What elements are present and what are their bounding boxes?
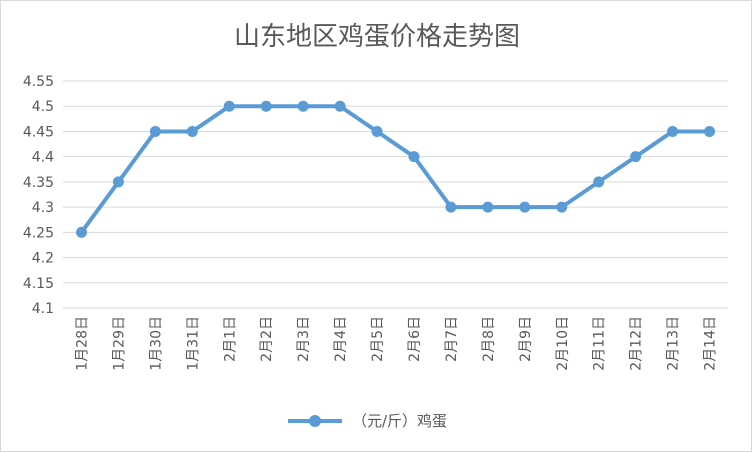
x-axis-tick-labels: 1月28日 1月29日 1月30日 1月31日 2月1日 2月2日 2月3日 2月4日 2月5日… [74,316,718,371]
y-tick-label-7: 4.45 [23,124,54,140]
x-tick-label-8: 2月5日 [370,316,386,362]
y-tick-label-9: 4.55 [23,74,54,90]
x-tick-label-11: 2月8日 [481,316,497,362]
x-tick-label-0: 1月28日 [74,316,90,371]
x-tick-label-16: 2月13日 [666,316,682,371]
x-tick-label-17: 2月14日 [703,316,719,371]
x-tick-label-6: 2月3日 [296,316,312,362]
y-tick-label-4: 4.3 [32,200,54,216]
x-tick-label-4: 2月1日 [222,316,238,362]
x-tick-label-15: 2月12日 [629,316,645,371]
x-tick-label-9: 2月6日 [407,316,423,362]
gridlines [63,80,728,309]
data-point-0-11 [482,201,494,213]
x-tick-label-1: 1月29日 [111,316,127,371]
x-tick-label-14: 2月11日 [592,316,608,371]
series-line-0 [79,104,712,235]
y-tick-label-6: 4.4 [32,150,54,166]
chart-title: 山东地区鸡蛋价格走势图 [234,22,520,52]
y-tick-label-0: 4.1 [32,301,54,317]
data-point-0-6 [297,100,309,112]
y-axis-tick-labels: 4.1 4.15 4.2 4.25 4.3 4.35 4.4 4.45 4.5 4.55 [23,74,54,317]
data-point-0-15 [630,151,642,163]
data-point-0-14 [593,176,605,188]
data-point-0-4 [223,100,235,112]
data-point-0-8 [371,125,383,137]
data-point-0-13 [556,201,568,213]
legend-marker-swatch [309,415,321,427]
data-point-0-2 [149,125,161,137]
data-point-0-10 [445,201,457,213]
x-tick-label-2: 1月30日 [148,316,164,371]
data-point-0-7 [334,100,346,112]
data-point-0-17 [704,125,716,137]
x-tick-label-3: 1月31日 [185,316,201,371]
x-tick-label-10: 2月7日 [444,316,460,362]
data-point-0-12 [519,201,531,213]
y-tick-label-1: 4.15 [23,276,54,292]
data-point-0-5 [260,100,272,112]
x-tick-label-7: 2月4日 [333,316,349,362]
data-point-0-0 [75,226,87,238]
y-tick-label-5: 4.35 [23,175,54,191]
data-point-0-3 [186,125,198,137]
x-tick-label-13: 2月10日 [555,316,571,371]
series-layer [75,100,716,238]
y-tick-label-8: 4.5 [32,99,54,115]
data-point-0-1 [112,176,124,188]
y-tick-label-2: 4.2 [32,251,54,267]
legend-label: （元/斤）鸡蛋 [352,412,447,430]
data-point-0-9 [408,151,420,163]
x-tick-label-12: 2月9日 [518,316,534,362]
x-tick-label-5: 2月2日 [259,316,275,362]
data-point-0-16 [667,125,679,137]
legend: （元/斤）鸡蛋 [288,412,447,430]
y-tick-label-3: 4.25 [23,225,54,241]
